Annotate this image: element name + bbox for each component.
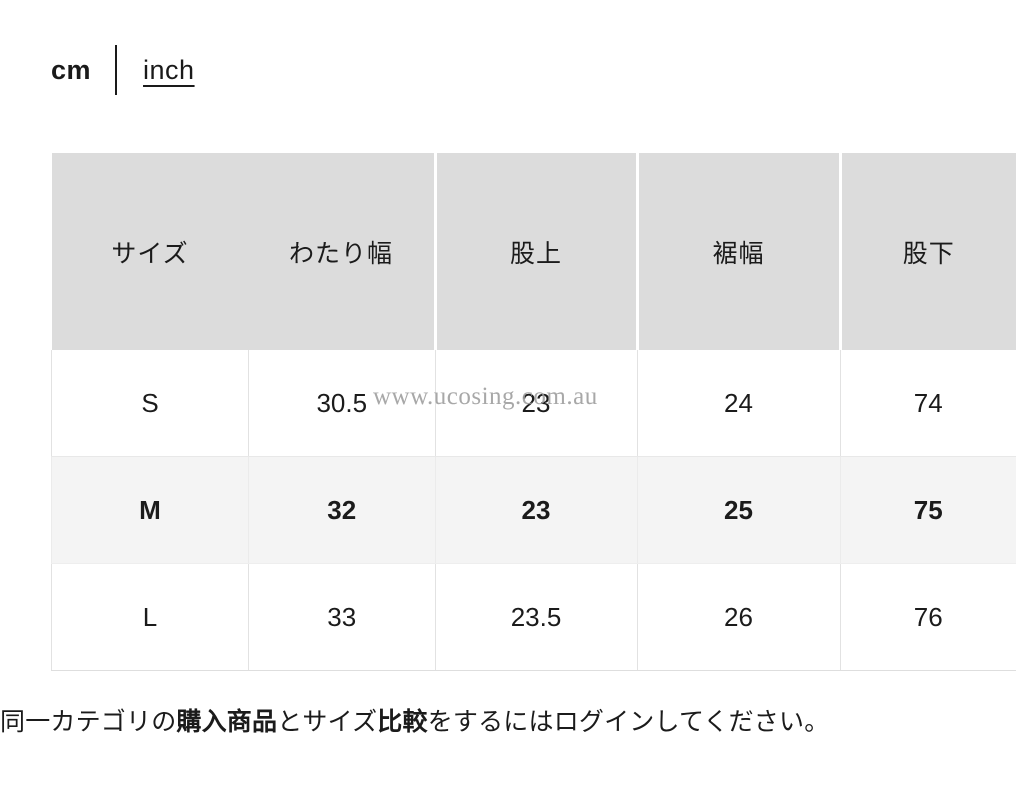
cell-matashita: 76 [840, 563, 1016, 671]
cell-size: S [51, 350, 249, 457]
note-link-purchased-items[interactable]: 購入商品 [176, 708, 278, 736]
cell-size: M [51, 456, 249, 564]
cell-suso-haba: 26 [637, 563, 841, 671]
size-chart-container: サイズ わたり幅 股上 裾幅 股下 S 30.5 23 24 74 M 32 2… [51, 153, 1016, 671]
unit-toggle: cm inch [51, 42, 195, 98]
unit-toggle-divider [115, 45, 118, 95]
cell-watari-haba: 33 [248, 563, 436, 671]
cell-matashita: 74 [840, 350, 1016, 457]
login-prompt-note: 同一カテゴリの購入商品とサイズ比較をするにはログインしてください。 [0, 700, 1024, 744]
column-header-suso-haba: 裾幅 [637, 153, 842, 350]
cell-matagami: 23 [435, 350, 638, 457]
cell-suso-haba: 24 [637, 350, 841, 457]
cell-watari-haba: 32 [248, 456, 436, 564]
note-text-part-4: サイズ [302, 708, 378, 736]
unit-toggle-cm[interactable]: cm [51, 54, 92, 85]
note-text-part-1: 同一カテゴリの [0, 708, 177, 736]
size-chart-table: サイズ わたり幅 股上 裾幅 股下 S 30.5 23 24 74 M 32 2… [51, 153, 1016, 671]
size-chart-body: S 30.5 23 24 74 M 32 23 25 75 L 33 23.5 … [51, 350, 1016, 671]
note-link-size-compare[interactable]: 比較 [377, 708, 428, 736]
note-text-part-3: と [277, 708, 303, 736]
table-header-row: サイズ わたり幅 股上 裾幅 股下 [51, 153, 1016, 350]
column-header-watari-haba: わたり幅 [248, 153, 437, 350]
cell-size: L [51, 563, 249, 671]
unit-toggle-inch[interactable]: inch [143, 54, 195, 85]
note-text-part-6: をするにはログインしてください。 [427, 708, 830, 736]
table-row[interactable]: L 33 23.5 26 76 [51, 563, 1016, 671]
cell-matagami: 23.5 [435, 563, 638, 671]
column-header-matashita: 股下 [840, 153, 1016, 350]
cell-suso-haba: 25 [637, 456, 841, 564]
column-header-matagami: 股上 [435, 153, 639, 350]
cell-matagami: 23 [435, 456, 638, 564]
cell-matashita: 75 [840, 456, 1016, 564]
table-row[interactable]: M 32 23 25 75 [51, 456, 1016, 564]
column-header-size: サイズ [51, 153, 249, 350]
size-chart-header: サイズ わたり幅 股上 裾幅 股下 [51, 153, 1016, 350]
table-row[interactable]: S 30.5 23 24 74 [51, 350, 1016, 457]
cell-watari-haba: 30.5 [248, 350, 436, 457]
